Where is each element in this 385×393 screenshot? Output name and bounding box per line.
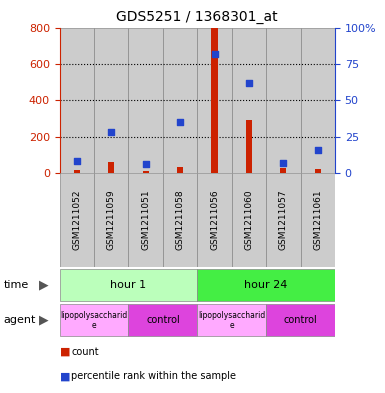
Bar bbox=[74, 170, 80, 173]
FancyBboxPatch shape bbox=[266, 173, 301, 267]
Text: GSM1211058: GSM1211058 bbox=[176, 190, 185, 250]
Text: ▶: ▶ bbox=[39, 278, 49, 292]
FancyBboxPatch shape bbox=[232, 173, 266, 267]
FancyBboxPatch shape bbox=[129, 173, 163, 267]
Text: lipopolysaccharid
e: lipopolysaccharid e bbox=[198, 310, 265, 330]
Text: GSM1211060: GSM1211060 bbox=[244, 190, 253, 250]
Title: GDS5251 / 1368301_at: GDS5251 / 1368301_at bbox=[117, 10, 278, 24]
Text: time: time bbox=[4, 280, 29, 290]
Bar bbox=[94, 28, 129, 173]
FancyBboxPatch shape bbox=[94, 173, 129, 267]
Bar bbox=[315, 169, 321, 173]
Point bbox=[211, 51, 218, 57]
Point bbox=[74, 158, 80, 164]
FancyBboxPatch shape bbox=[60, 269, 197, 301]
FancyBboxPatch shape bbox=[266, 304, 335, 336]
Text: GSM1211056: GSM1211056 bbox=[210, 190, 219, 250]
Text: ■: ■ bbox=[60, 347, 70, 357]
Bar bbox=[301, 28, 335, 173]
Bar bbox=[211, 28, 218, 173]
Text: GSM1211061: GSM1211061 bbox=[313, 190, 322, 250]
Bar bbox=[142, 171, 149, 173]
Bar bbox=[266, 28, 301, 173]
Text: control: control bbox=[284, 315, 317, 325]
Text: count: count bbox=[71, 347, 99, 357]
FancyBboxPatch shape bbox=[197, 304, 266, 336]
Text: GSM1211059: GSM1211059 bbox=[107, 190, 116, 250]
Bar bbox=[163, 28, 197, 173]
FancyBboxPatch shape bbox=[163, 173, 197, 267]
Text: control: control bbox=[146, 315, 180, 325]
Text: GSM1211051: GSM1211051 bbox=[141, 190, 150, 250]
FancyBboxPatch shape bbox=[60, 173, 94, 267]
Point bbox=[246, 80, 252, 86]
Bar bbox=[232, 28, 266, 173]
Bar bbox=[177, 167, 183, 173]
Text: percentile rank within the sample: percentile rank within the sample bbox=[71, 371, 236, 382]
Text: hour 1: hour 1 bbox=[110, 280, 147, 290]
Text: ▶: ▶ bbox=[39, 314, 49, 327]
Point bbox=[177, 119, 183, 125]
Bar bbox=[280, 168, 286, 173]
Text: hour 24: hour 24 bbox=[244, 280, 288, 290]
Bar bbox=[197, 28, 232, 173]
FancyBboxPatch shape bbox=[197, 173, 232, 267]
Point bbox=[315, 147, 321, 153]
Point bbox=[108, 129, 114, 135]
FancyBboxPatch shape bbox=[301, 173, 335, 267]
Point bbox=[280, 160, 286, 166]
Text: GSM1211052: GSM1211052 bbox=[72, 190, 81, 250]
Text: ■: ■ bbox=[60, 371, 70, 382]
Text: GSM1211057: GSM1211057 bbox=[279, 190, 288, 250]
FancyBboxPatch shape bbox=[129, 304, 197, 336]
Bar bbox=[108, 162, 114, 173]
FancyBboxPatch shape bbox=[197, 269, 335, 301]
Text: lipopolysaccharid
e: lipopolysaccharid e bbox=[60, 310, 128, 330]
Text: agent: agent bbox=[4, 315, 36, 325]
Bar bbox=[246, 120, 252, 173]
Bar bbox=[129, 28, 163, 173]
Point bbox=[142, 161, 149, 167]
FancyBboxPatch shape bbox=[60, 304, 129, 336]
Bar bbox=[60, 28, 94, 173]
